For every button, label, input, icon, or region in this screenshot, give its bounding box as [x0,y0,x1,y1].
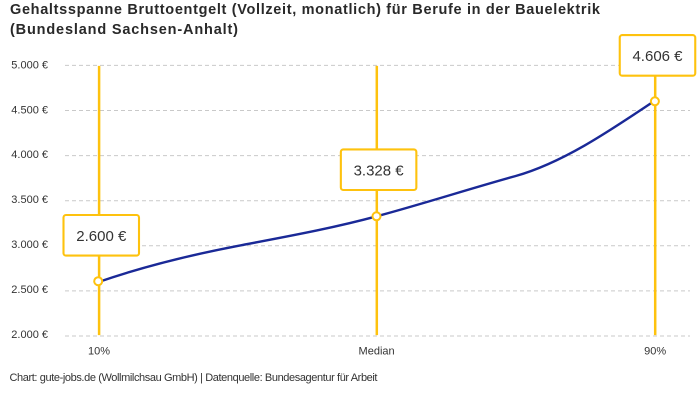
svg-text:5.000 €: 5.000 € [11,59,48,71]
svg-text:(Bundesland Sachsen-Anhalt): (Bundesland Sachsen-Anhalt) [10,22,238,38]
svg-text:90%: 90% [644,346,666,358]
svg-text:4.500 €: 4.500 € [11,104,48,116]
svg-text:Median: Median [359,346,395,358]
svg-text:4.000 €: 4.000 € [11,149,48,161]
svg-text:2.000 €: 2.000 € [11,329,48,341]
svg-text:10%: 10% [88,346,110,358]
svg-text:3.328 €: 3.328 € [354,162,405,179]
svg-text:Gehaltsspanne Bruttoentgelt (V: Gehaltsspanne Bruttoentgelt (Vollzeit, m… [10,2,601,18]
svg-text:4.606 €: 4.606 € [632,48,683,65]
svg-text:3.500 €: 3.500 € [11,194,48,206]
svg-text:Chart: gute-jobs.de (Wollmilch: Chart: gute-jobs.de (Wollmilchsau GmbH) … [10,372,378,384]
svg-text:2.500 €: 2.500 € [11,284,48,296]
svg-text:3.000 €: 3.000 € [11,239,48,251]
svg-text:2.600 €: 2.600 € [76,228,127,245]
